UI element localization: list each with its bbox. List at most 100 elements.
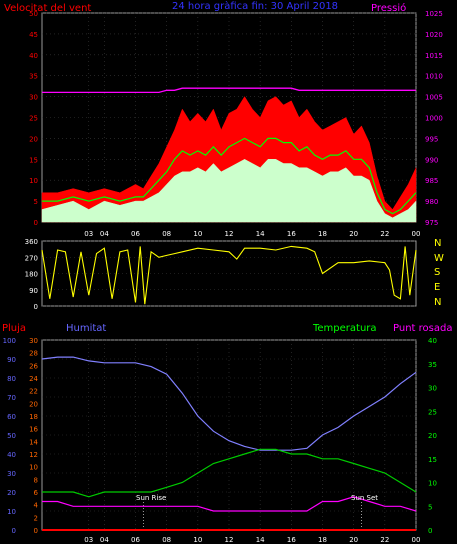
wind-y-tick: 0 bbox=[34, 219, 38, 227]
wind-average-line bbox=[42, 137, 417, 215]
temperature-y-tick: 20 bbox=[428, 432, 437, 440]
wind-x-tick: 03 bbox=[84, 230, 93, 238]
humidity-y-tick: 100 bbox=[3, 337, 16, 345]
pressure-y-tick: 1025 bbox=[425, 10, 443, 18]
pressure-y-tick: 980 bbox=[425, 198, 438, 206]
rain-y-tick: 18 bbox=[29, 413, 38, 421]
rain-y-tick: 6 bbox=[34, 489, 39, 497]
compass-e: E bbox=[434, 282, 440, 293]
pressure-y-tick: 1015 bbox=[425, 52, 443, 60]
humidity-y-tick: 60 bbox=[7, 413, 16, 421]
compass-s: S bbox=[434, 267, 440, 278]
wind-direction-line bbox=[41, 245, 417, 305]
wind-x-tick: 14 bbox=[256, 230, 265, 238]
rain-label: Pluja bbox=[2, 323, 26, 334]
humidity-y-tick: 40 bbox=[7, 451, 16, 459]
rain-y-tick: 22 bbox=[29, 388, 38, 396]
wind-x-tick: 06 bbox=[131, 230, 140, 238]
wind-speed-area bbox=[41, 159, 417, 223]
pressure-y-tick: 1010 bbox=[425, 73, 443, 81]
temp-x-tick: 20 bbox=[349, 536, 358, 544]
pressure-y-tick: 1005 bbox=[425, 94, 443, 102]
dewpoint-line bbox=[42, 496, 417, 512]
rain-y-tick: 30 bbox=[29, 337, 38, 345]
humidity-line bbox=[41, 356, 417, 451]
humidity-y-tick: 90 bbox=[7, 356, 16, 364]
wind-y-tick: 25 bbox=[29, 115, 38, 123]
wind-speed-label: Velocitat del vent bbox=[4, 3, 91, 14]
rain-y-tick: 24 bbox=[29, 375, 38, 383]
pressure-y-tick: 985 bbox=[425, 177, 438, 185]
temp-x-tick: 08 bbox=[162, 536, 171, 544]
direction-y-tick: 0 bbox=[34, 303, 38, 311]
temperature-y-tick: 30 bbox=[428, 385, 437, 393]
rain-y-tick: 20 bbox=[29, 400, 38, 408]
wind-y-tick: 5 bbox=[34, 198, 38, 206]
rain-y-tick: 4 bbox=[34, 502, 39, 510]
humidity-y-tick: 30 bbox=[7, 470, 16, 478]
rain-y-tick: 2 bbox=[34, 514, 38, 522]
temp-x-tick: 14 bbox=[256, 536, 265, 544]
temperature-y-tick: 15 bbox=[428, 456, 437, 464]
rain-y-tick: 12 bbox=[29, 451, 38, 459]
humidity-label: Humitat bbox=[66, 323, 106, 334]
temperature-y-tick: 10 bbox=[428, 480, 437, 488]
temp-x-tick: 03 bbox=[84, 536, 93, 544]
humidity-y-tick: 20 bbox=[7, 489, 16, 497]
pressure-y-tick: 1020 bbox=[425, 31, 443, 39]
wind-x-tick: 20 bbox=[349, 230, 358, 238]
temp-x-tick: 18 bbox=[318, 536, 327, 544]
humidity-y-tick: 0 bbox=[12, 527, 16, 535]
temp-x-tick: 16 bbox=[287, 536, 296, 544]
rain-y-tick: 0 bbox=[34, 527, 38, 535]
temp-x-tick: 22 bbox=[380, 536, 389, 544]
graph-title: 24 hora gràfica fin: 30 April 2018 bbox=[172, 0, 338, 12]
rain-y-tick: 14 bbox=[29, 438, 38, 446]
wind-x-tick: 04 bbox=[100, 230, 109, 238]
sunrise-label: Sun Rise bbox=[136, 494, 166, 502]
wind-y-tick: 50 bbox=[29, 10, 38, 18]
rain-y-tick: 28 bbox=[29, 350, 38, 358]
wind-y-tick: 35 bbox=[29, 73, 38, 81]
rain-y-tick: 8 bbox=[34, 476, 38, 484]
wind-y-tick: 15 bbox=[29, 156, 38, 164]
pressure-label: Pressió bbox=[371, 2, 406, 14]
temperature-line bbox=[42, 448, 417, 498]
temp-x-tick: 00 bbox=[412, 536, 421, 544]
temperature-y-tick: 5 bbox=[428, 503, 432, 511]
pressure-line bbox=[42, 87, 416, 94]
rain-y-tick: 26 bbox=[29, 362, 38, 370]
direction-y-tick: 90 bbox=[29, 287, 38, 295]
humidity-y-tick: 80 bbox=[7, 375, 16, 383]
wind-y-tick: 20 bbox=[29, 135, 38, 143]
pressure-y-tick: 995 bbox=[425, 135, 438, 143]
wind-x-tick: 00 bbox=[412, 230, 421, 238]
wind-x-tick: 10 bbox=[193, 230, 202, 238]
direction-y-tick: 270 bbox=[25, 254, 38, 262]
wind-x-tick: 08 bbox=[162, 230, 171, 238]
dewpoint-label: Punt rosada bbox=[393, 323, 452, 334]
pressure-y-tick: 990 bbox=[425, 156, 438, 164]
temp-x-tick: 06 bbox=[131, 536, 140, 544]
humidity-y-tick: 50 bbox=[7, 432, 16, 440]
wind-x-tick: 22 bbox=[380, 230, 389, 238]
pressure-y-tick: 1000 bbox=[425, 115, 443, 123]
temperature-y-tick: 35 bbox=[428, 361, 437, 369]
temperature-y-tick: 25 bbox=[428, 408, 437, 416]
sunset-label: Sun Set bbox=[351, 494, 378, 502]
wind-y-tick: 30 bbox=[29, 94, 38, 102]
compass-n-top: N bbox=[434, 238, 441, 249]
wind-x-tick: 16 bbox=[287, 230, 296, 238]
wind-x-tick: 12 bbox=[225, 230, 234, 238]
humidity-y-tick: 10 bbox=[7, 508, 16, 516]
temperature-y-tick: 40 bbox=[428, 337, 437, 345]
humidity-y-tick: 70 bbox=[7, 394, 16, 402]
direction-y-tick: 180 bbox=[25, 271, 38, 279]
temp-x-tick: 04 bbox=[100, 536, 109, 544]
wind-y-tick: 45 bbox=[29, 31, 38, 39]
rain-y-tick: 16 bbox=[29, 426, 38, 434]
chart-layer: 0510152025303540455097598098599099510001… bbox=[3, 10, 443, 544]
compass-n-bottom: N bbox=[434, 297, 441, 308]
pressure-y-tick: 975 bbox=[425, 219, 438, 227]
